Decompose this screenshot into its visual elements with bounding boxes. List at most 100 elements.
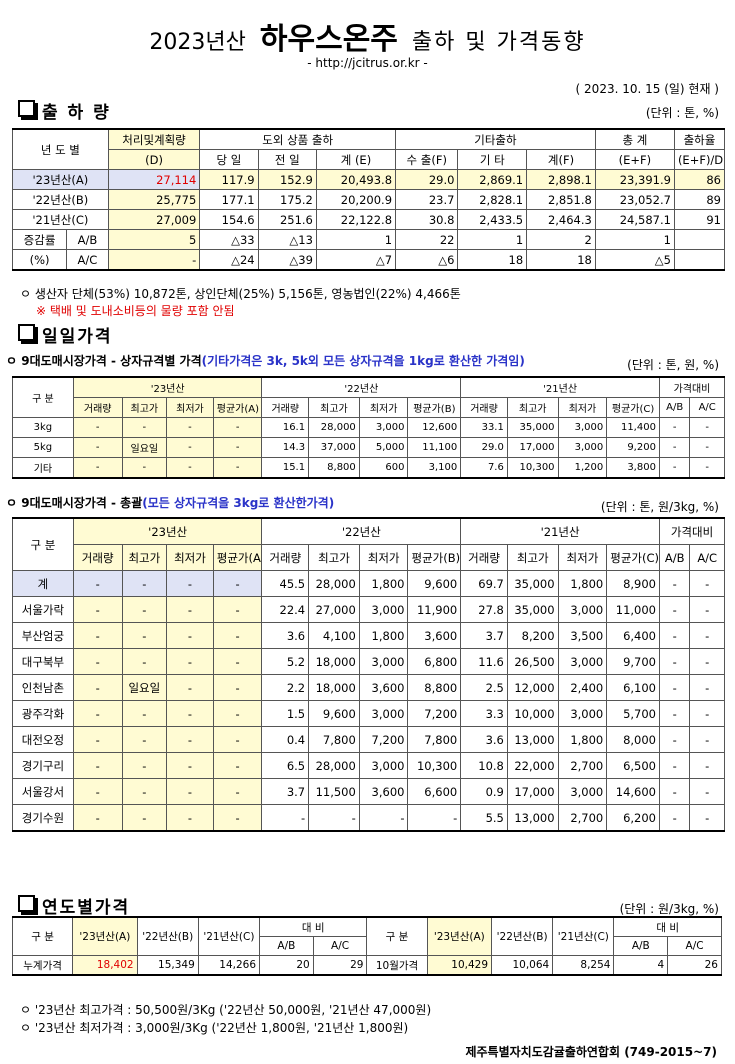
table-cell: 3,100 [407,457,462,479]
table-cell: - [212,622,263,649]
table-cell: - [658,726,691,753]
table-cell: 서울가락 [12,596,74,623]
table-cell: - [121,804,168,832]
footer: 제주특별자치도감귤출하연합회 (749-2015~7) [465,1045,717,1059]
header-cell: 출하율 [673,128,726,150]
table-cell: - [689,457,725,479]
header-cell: 거래량 [460,544,508,571]
table-cell: - [212,437,263,458]
table-cell: - [212,804,263,832]
table-cell: 11,900 [407,596,462,623]
table-cell: 18,402 [72,955,138,976]
table-cell: 1,200 [557,457,608,479]
table-cell: 3,600 [407,622,462,649]
table-cell: - [658,457,691,479]
subtitle-note: (기타가격은 3k, 5k외 모든 상자규격을 1kg로 환산한 가격임) [201,354,525,368]
table-cell: - [166,417,214,438]
table-cell: - [121,778,168,805]
table-cell: 일요일 [121,674,168,701]
table-cell: 9,700 [606,648,660,675]
table-cell: 서울강서 [12,778,74,805]
table-cell: 6,500 [606,752,660,779]
header-cell: 거래량 [261,544,310,571]
table-cell: 23.7 [395,189,459,210]
table-cell: '23년산(A) [12,169,109,190]
table-cell: 22.4 [261,596,310,623]
table-cell: 10,064 [491,955,554,976]
table-cell: - [689,570,725,597]
header-cell: (E+F)/D [673,149,726,170]
data-row: 경기구리 - - - -6.5 28,000 3,000 10,300 10.8 22,000 2,… [12,752,725,779]
table-cell: 5 [107,229,201,250]
header-cell: 대 비 [259,916,368,937]
table-cell: - [121,700,168,727]
table-cell: 0.4 [261,726,310,753]
table-cell: 4,100 [308,622,360,649]
table-cell: △5 [594,249,675,271]
data-row: 대구북부 - - - -5.2 18,000 3,000 6,800 11.6 26,500 3,0… [12,648,725,675]
unit: (단위 : 톤, 원, %) [627,358,719,372]
header-cell: A/B [259,936,314,956]
table-cell: - [107,249,201,271]
header-cell: 년 도 별 [12,128,109,170]
header-cell: A/C [689,544,725,571]
table-cell: △6 [395,249,459,271]
subtitle: ㅇ 9대도매시장가격 - 상자규격별 가격(기타가격은 3k, 5k외 모든 상… [6,352,525,369]
table-cell: 28,000 [308,752,360,779]
table-cell: 3,000 [358,596,409,623]
table-cell: 29 [312,955,368,976]
table-cell: 16.1 [261,417,310,438]
table-cell: 8,800 [407,674,462,701]
table-cell: 11,400 [606,417,660,438]
table-cell: 13,000 [506,804,559,832]
header-row: 거래량 최고가 최저가 평균가(A) 거래량 최고가 최저가 평균가(B) 거래량 최고가 최저가 평… [13,397,725,418]
table-cell: - [72,778,123,805]
table-cell: - [212,570,263,597]
table-cell: - [166,674,214,701]
section-title: 연도별가격 [16,893,130,918]
header-cell: '23년산(A) [426,916,493,956]
data-row: 광주각화 - - - -1.5 9,600 3,000 7,200 3.3 10,000 3,000… [12,700,725,727]
table-cell: - [166,570,214,597]
table-cell: 12,000 [506,674,559,701]
table-cell: - [121,596,168,623]
table-cell: - [658,752,691,779]
table-cell: 11,500 [308,778,360,805]
note: ㅇ 생산자 단체(53%) 10,872톤, 상인단체(25%) 5,156톤,… [20,287,461,301]
table-cell: - [212,778,263,805]
header-cell: 평균가(B) [407,397,462,418]
table-cell: 경기구리 [12,752,74,779]
subtitle-text: ㅇ 9대도매시장가격 - 총괄 [6,496,143,510]
table-cell: 8,000 [606,726,660,753]
table-cell: 27,009 [107,209,201,230]
table-cell: 26,500 [506,648,559,675]
header-cell: 평균가(C) [606,544,660,571]
header-cell: 계(F) [526,149,596,170]
table-cell: - [689,622,725,649]
header-cell: 평균가(A) [212,544,263,571]
table-cell: - [658,674,691,701]
table-cell: 1 [315,229,397,250]
header-cell: 최고가 [506,397,559,418]
table-cell: 2,700 [557,804,608,832]
table-cell: 5,700 [606,700,660,727]
table-cell: 3,000 [557,437,608,458]
header-cell: 최고가 [121,397,168,418]
table-cell: 28,000 [308,417,360,438]
table-cell: △39 [257,249,317,271]
table-cell: - [166,622,214,649]
table-cell: 2,828.1 [457,189,528,210]
header-cell: 평균가(B) [407,544,462,571]
table-cell: 27,000 [308,596,360,623]
table-cell: 1 [457,229,528,250]
table-cell: - [72,596,123,623]
table-cell: 3,000 [557,596,608,623]
table-cell: 8,254 [552,955,615,976]
table-cell: 35,000 [506,570,559,597]
table-cell: - [212,596,263,623]
table-cell: - [689,726,725,753]
table-cell: △24 [199,249,259,271]
header-cell: A/B [613,936,669,956]
table-cell: - [166,457,214,479]
